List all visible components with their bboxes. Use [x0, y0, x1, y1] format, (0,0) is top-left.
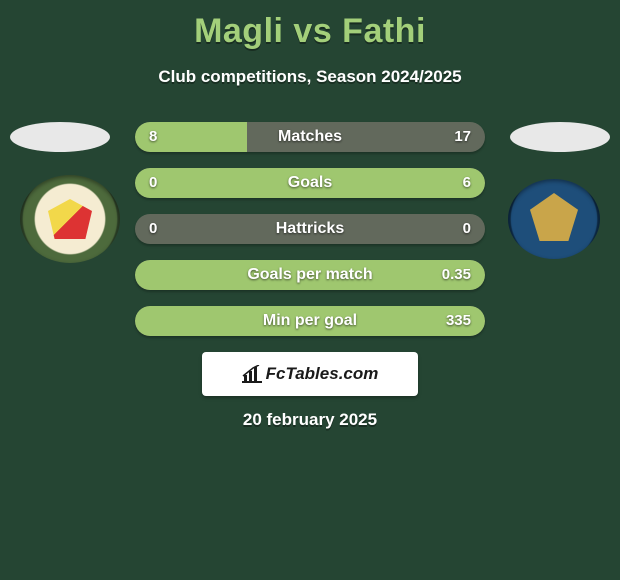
stat-label: Goals [135, 168, 485, 198]
brand-box[interactable]: FcTables.com [202, 352, 418, 396]
brand-text: FcTables.com [266, 364, 379, 384]
stat-row: 00Hattricks [135, 214, 485, 244]
stat-row: 817Matches [135, 122, 485, 152]
stat-row: 335Min per goal [135, 306, 485, 336]
page-title: Magli vs Fathi [0, 0, 620, 51]
stat-row: 0.35Goals per match [135, 260, 485, 290]
club-left-badge [20, 175, 120, 263]
subtitle: Club competitions, Season 2024/2025 [0, 67, 620, 87]
stat-label: Matches [135, 122, 485, 152]
comparison-bars: 817Matches 06Goals 00Hattricks 0.35Goals pe… [135, 122, 485, 352]
club-right-badge [508, 179, 600, 259]
stat-label: Goals per match [135, 260, 485, 290]
stat-row: 06Goals [135, 168, 485, 198]
player-right-avatar [510, 122, 610, 152]
date: 20 february 2025 [0, 410, 620, 430]
chart-icon [242, 365, 262, 383]
player-left-avatar [10, 122, 110, 152]
stat-label: Min per goal [135, 306, 485, 336]
stat-label: Hattricks [135, 214, 485, 244]
